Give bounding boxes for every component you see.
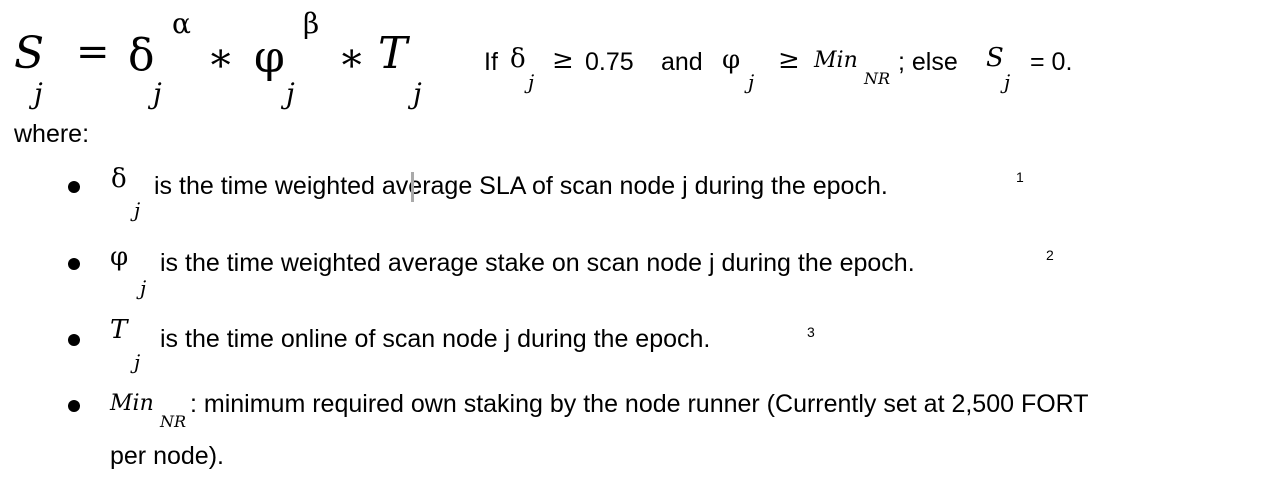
condition-phi-subscript: j [748, 70, 755, 94]
formula-equals: = [76, 29, 110, 75]
bullet-text-continuation: per node). [110, 442, 224, 470]
condition-phi: φ [722, 45, 741, 75]
bullet-text: is the time weighted average SLA of scan… [154, 172, 888, 200]
condition-min-symbol: Min [814, 48, 858, 73]
bullet-subscript: j [140, 276, 147, 300]
bullet-text: is the time weighted average stake on sc… [160, 249, 915, 277]
footnote-ref: 3 [807, 324, 815, 340]
condition-else: ; else [898, 48, 958, 76]
condition-result: = 0. [1030, 48, 1073, 76]
bullet-dot [68, 334, 80, 346]
formula-t-symbol: T [378, 28, 408, 79]
formula-times-1: ∗ [207, 35, 235, 81]
condition-geq-1: ≥ [552, 45, 574, 75]
condition-if: If [484, 48, 498, 76]
bullet-subscript: j [134, 350, 141, 374]
formula-phi-subscript: j [286, 77, 295, 110]
formula-delta-subscript: j [153, 77, 162, 110]
condition-geq-2: ≥ [778, 45, 800, 75]
where-label: where: [14, 120, 90, 148]
formula-times-2: ∗ [338, 35, 366, 81]
condition-s-symbol: S [986, 43, 1004, 73]
formula-t-subscript: j [413, 77, 422, 110]
formula-s-subscript: j [34, 77, 43, 110]
bullet-dot [68, 400, 80, 412]
formula-delta: δ [128, 30, 155, 81]
condition-and: and [661, 48, 703, 76]
formula-phi: φ [254, 32, 285, 83]
condition-threshold: 0.75 [585, 48, 634, 76]
condition-delta-subscript: j [528, 70, 535, 94]
bullet-text: : minimum required own staking by the no… [190, 390, 1089, 418]
formula-s-symbol: S [14, 28, 45, 79]
bullet-symbol: δ [111, 164, 127, 194]
bullet-dot [68, 181, 80, 193]
footnote-ref: 2 [1046, 247, 1054, 263]
formula-alpha-exponent: α [172, 7, 191, 40]
condition-delta: δ [510, 44, 526, 74]
bullet-subscript: j [134, 198, 141, 222]
text-cursor [411, 172, 414, 202]
bullet-subscript: NR [160, 412, 187, 431]
condition-s-subscript: j [1004, 70, 1011, 94]
condition-min-subscript: NR [864, 69, 891, 88]
bullet-dot [68, 258, 80, 270]
bullet-symbol: φ [110, 242, 129, 272]
footnote-ref: 1 [1016, 169, 1024, 185]
formula-beta-exponent: β [303, 7, 320, 40]
bullet-text: is the time online of scan node j during… [160, 325, 711, 353]
bullet-symbol: Min [110, 391, 154, 416]
bullet-symbol: T [110, 315, 128, 345]
